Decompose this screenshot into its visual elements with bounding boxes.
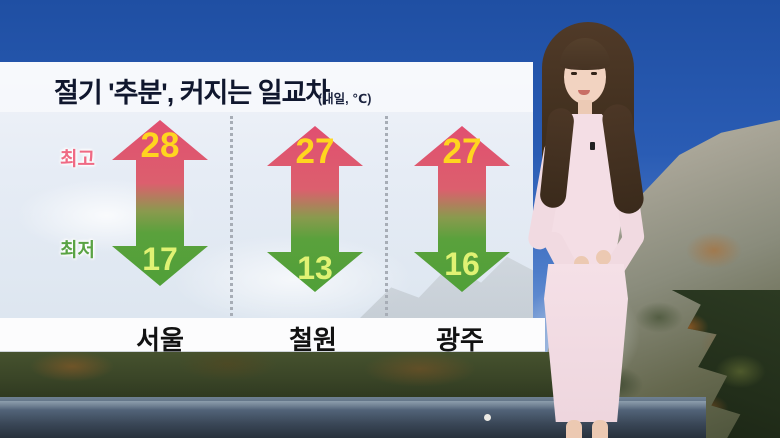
presenter-dress-skirt xyxy=(544,264,628,422)
cheorwon-high-temp: 27 xyxy=(295,132,335,171)
high-low-arrow-icon xyxy=(267,126,363,292)
presenter-eye xyxy=(571,72,577,75)
headline-title: 절기 '추분', 커지는 일교차 xyxy=(54,78,330,108)
water-highlight xyxy=(0,401,706,410)
legend-high-label: 최고 xyxy=(60,149,95,170)
weather-presenter xyxy=(478,8,730,438)
presenter-mouth xyxy=(578,90,590,95)
presenter-leg xyxy=(592,420,608,438)
presenter-hand-left xyxy=(596,250,611,265)
lakeshore-hills xyxy=(0,352,600,400)
unit-note: (내일, ℃) xyxy=(318,92,372,106)
seoul-low-temp: 17 xyxy=(142,241,178,277)
city-label-gwangju: 광주 xyxy=(436,325,484,355)
title-band xyxy=(0,62,533,112)
gwangju-high-temp: 27 xyxy=(442,132,482,171)
presenter-brow xyxy=(570,66,579,68)
seoul-high-temp: 28 xyxy=(140,126,180,165)
city-name-bar xyxy=(0,318,545,352)
high-low-arrow-icon xyxy=(414,126,510,292)
city-label-seoul: 서울 xyxy=(136,325,184,355)
column-divider-dotted xyxy=(230,116,233,316)
lapel-mic-icon xyxy=(590,142,595,150)
presenter-brow xyxy=(590,66,599,68)
column-divider-dotted xyxy=(385,116,388,316)
presenter-leg xyxy=(566,420,582,438)
legend-low-label: 최저 xyxy=(60,240,95,261)
city-label-cheorwon: 철원 xyxy=(289,325,337,355)
water-buoy xyxy=(484,414,491,421)
cheorwon-low-temp: 13 xyxy=(297,250,333,286)
presenter-eye xyxy=(591,72,597,75)
high-low-arrow-icon xyxy=(112,120,208,286)
gwangju-low-temp: 16 xyxy=(444,246,480,282)
